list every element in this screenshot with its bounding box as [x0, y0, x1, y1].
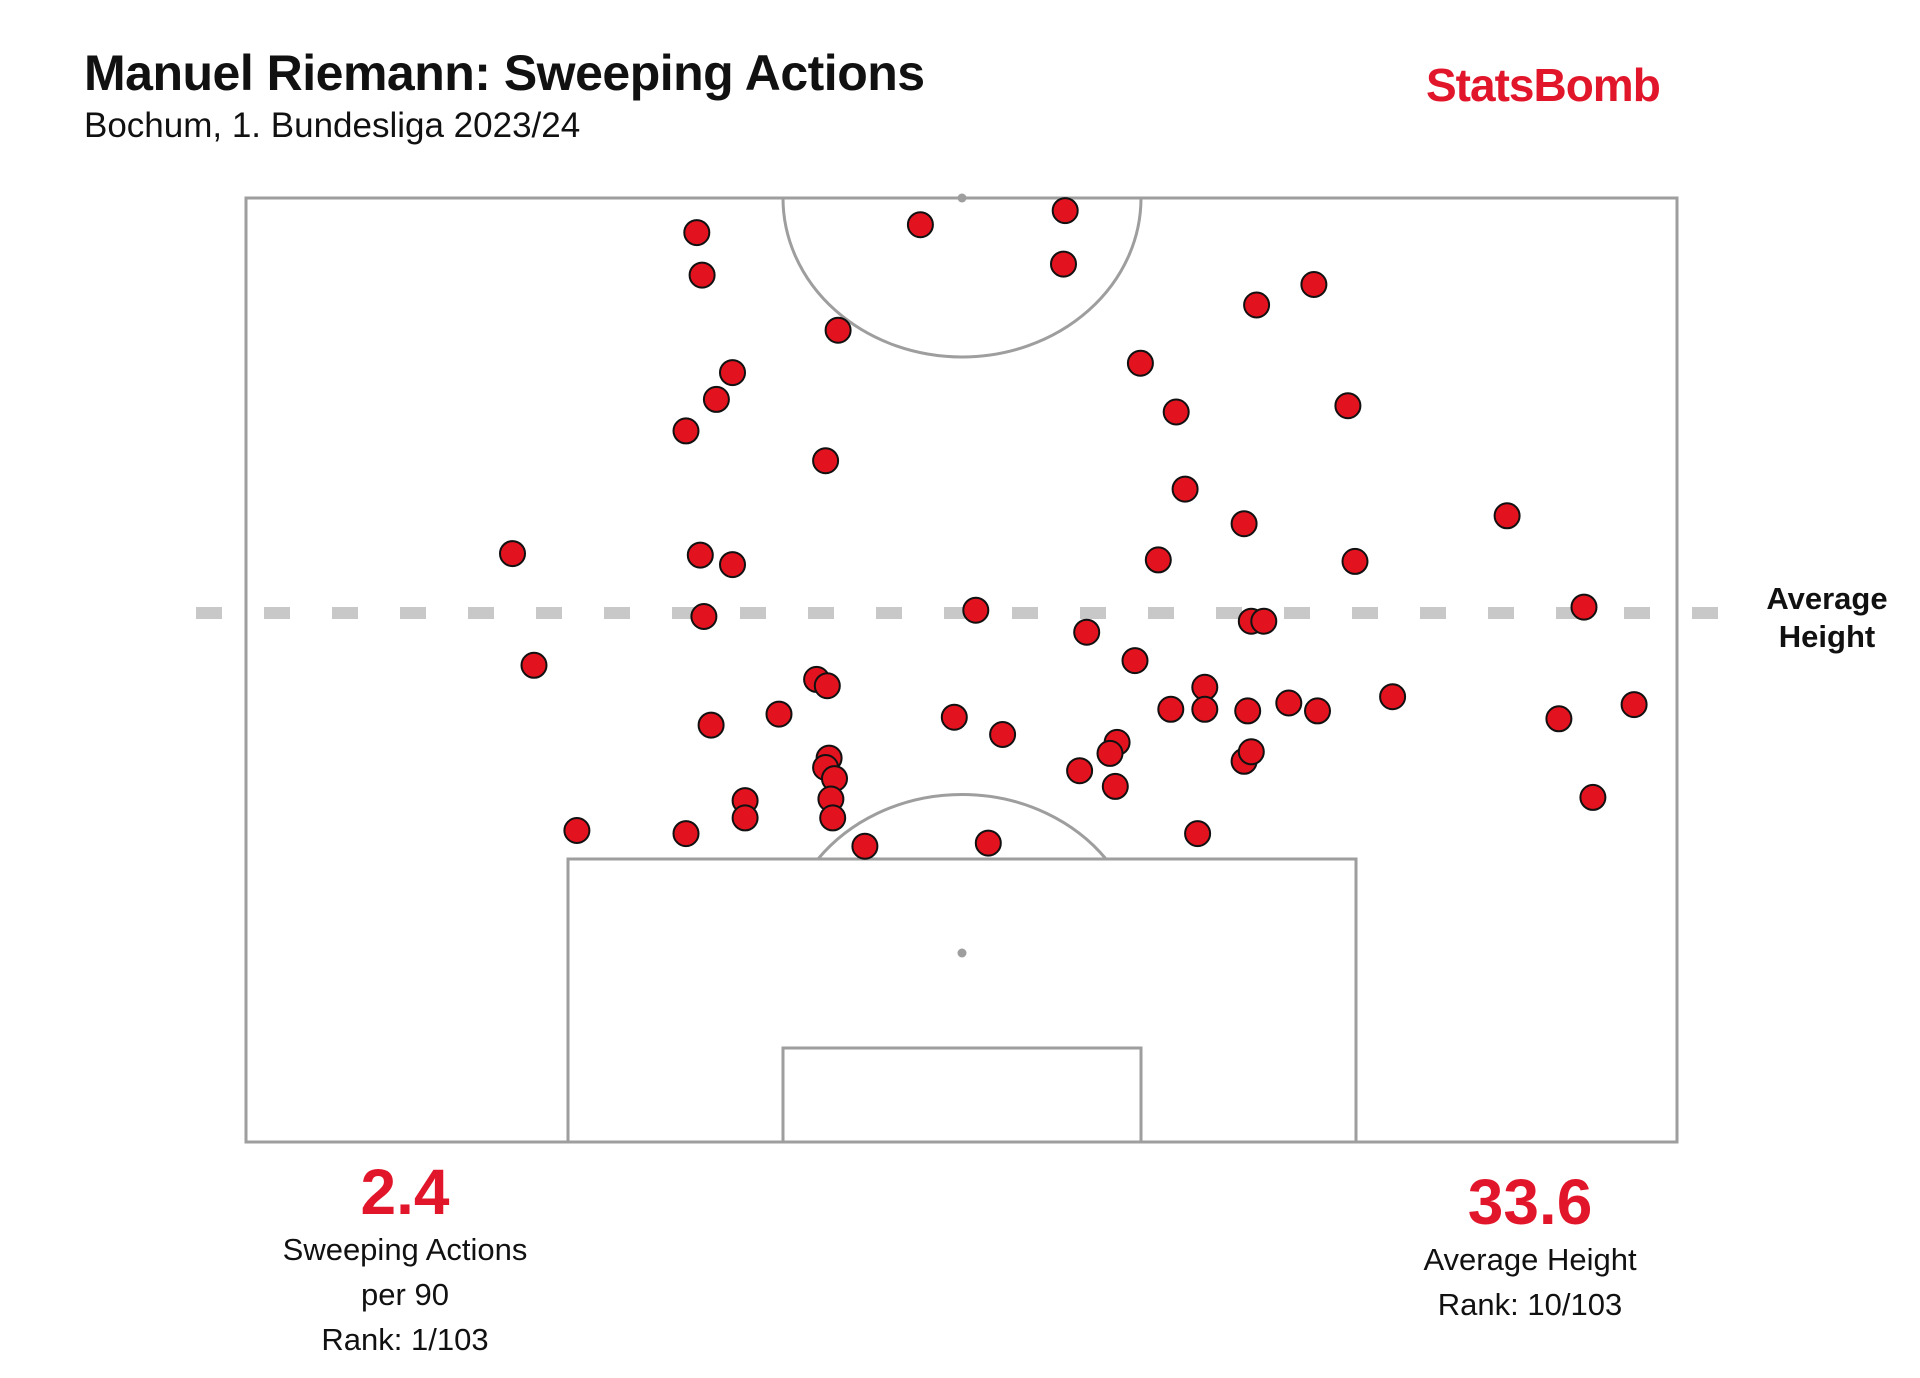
sweeping-action-point-60 — [1579, 783, 1607, 811]
average-height-label: Average Height — [1762, 580, 1892, 656]
sweeping-action-point-15 — [1334, 392, 1362, 420]
centre-circle — [781, 197, 1143, 359]
average-label-line2: Height — [1778, 619, 1876, 654]
average-height-stat: 33.6 Average Height Rank: 10/103 — [1380, 1170, 1680, 1324]
sweeping-action-point-45 — [940, 703, 968, 731]
chart-subtitle: Bochum, 1. Bundesliga 2023/24 — [84, 106, 581, 145]
sweeping-action-point-14 — [1162, 398, 1190, 426]
sweeping-action-point-63 — [851, 832, 879, 860]
sweeping-action-point-31 — [1121, 647, 1149, 675]
sweeping-action-point-7 — [1243, 291, 1271, 319]
sweeping-action-point-26 — [962, 596, 990, 624]
sweeping-action-point-44 — [765, 700, 793, 728]
sweeping-action-point-6 — [824, 316, 852, 344]
six-yard-box — [781, 1046, 1143, 1144]
sweeping-actions-value: 2.4 — [360, 1156, 450, 1228]
average-height-value: 33.6 — [1467, 1166, 1593, 1238]
penalty-spot — [957, 948, 967, 958]
sweeping-action-point-5 — [1050, 250, 1077, 278]
sweeping-action-point-42 — [1620, 691, 1648, 719]
average-height-rank: Rank: 10/103 — [1437, 1287, 1623, 1322]
sweeping-action-point-41 — [1545, 705, 1573, 733]
sweeping-action-point-24 — [1570, 593, 1598, 621]
sweeping-action-point-1 — [683, 219, 711, 247]
sweeping-action-point-29 — [1073, 618, 1101, 646]
sweeping-action-point-11 — [672, 417, 700, 445]
sweeping-action-point-21 — [719, 551, 746, 579]
sweeping-action-point-57 — [731, 804, 759, 832]
penalty-arc — [816, 793, 1108, 860]
sweeping-action-point-35 — [1157, 695, 1185, 723]
sweeping-action-point-50 — [1237, 738, 1265, 766]
sweeping-action-point-59 — [819, 804, 847, 832]
sweeping-action-point-37 — [1234, 697, 1262, 725]
sweeping-action-point-64 — [974, 829, 1002, 857]
sweeping-actions-rank: Rank: 1/103 — [321, 1322, 489, 1357]
sweeping-action-point-48 — [1096, 739, 1124, 767]
pitch-boundary — [244, 196, 1679, 1144]
statsbomb-logo: StatsBomb — [1426, 59, 1661, 111]
sweeping-actions-label-1: Sweeping Actions — [282, 1232, 528, 1267]
sweeping-action-point-40 — [1379, 683, 1407, 711]
sweeping-action-point-61 — [563, 817, 591, 844]
sweeping-action-point-22 — [1144, 546, 1172, 574]
pitch-markings — [244, 196, 1679, 1144]
sweeping-action-point-17 — [1230, 510, 1258, 538]
sweeping-action-point-23 — [1341, 547, 1369, 575]
sweeping-actions-stat: 2.4 Sweeping Actions per 90 Rank: 1/103 — [240, 1160, 570, 1359]
chart-title: Manuel Riemann: Sweeping Actions — [84, 45, 925, 101]
sweeping-action-point-62 — [672, 820, 700, 848]
sweeping-action-point-25 — [690, 603, 718, 630]
sweeping-action-point-65 — [1184, 820, 1212, 848]
sweeping-action-points — [499, 197, 1648, 860]
sweeping-action-point-30 — [520, 651, 548, 679]
average-height-stat-label: Average Height — [1423, 1242, 1637, 1277]
sweeping-action-point-3 — [906, 211, 934, 239]
sweeping-action-point-10 — [702, 385, 730, 413]
sweeping-action-point-39 — [1304, 697, 1331, 725]
sweeping-action-point-43 — [697, 711, 725, 739]
sweeping-action-point-19 — [499, 540, 526, 568]
sweeping-action-point-4 — [1051, 197, 1079, 225]
sweeping-action-point-55 — [1101, 772, 1129, 800]
sweeping-action-point-33 — [813, 672, 841, 700]
sweeping-action-point-2 — [688, 261, 716, 289]
sweeping-action-point-54 — [1066, 757, 1094, 785]
sweeping-action-point-8 — [1300, 271, 1328, 298]
sweeping-action-point-9 — [719, 359, 746, 387]
centre-spot — [957, 193, 967, 203]
average-label-line1: Average — [1766, 581, 1888, 616]
sweeping-action-point-12 — [812, 447, 840, 475]
sweeping-action-point-46 — [989, 721, 1017, 748]
sweeping-action-point-36 — [1191, 695, 1219, 723]
sweeping-action-point-20 — [686, 541, 714, 569]
penalty-area — [566, 857, 1358, 1144]
sweeping-action-point-28 — [1250, 607, 1278, 635]
sweeping-actions-label-2: per 90 — [361, 1277, 449, 1312]
sweeping-action-point-16 — [1171, 475, 1199, 503]
sweeping-action-point-18 — [1493, 502, 1521, 530]
sweeping-action-point-38 — [1275, 689, 1303, 717]
sweeping-action-point-13 — [1126, 349, 1154, 377]
